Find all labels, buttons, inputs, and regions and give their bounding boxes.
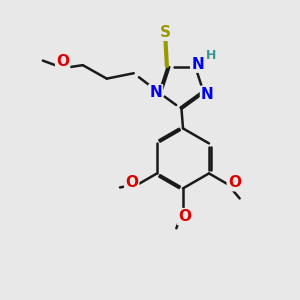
Text: H: H <box>206 49 216 62</box>
Text: O: O <box>125 175 138 190</box>
Text: N: N <box>149 85 162 100</box>
Text: N: N <box>191 57 204 72</box>
Text: N: N <box>201 87 214 102</box>
Text: O: O <box>228 175 241 190</box>
Text: O: O <box>178 209 191 224</box>
Text: O: O <box>56 54 69 69</box>
Text: S: S <box>160 25 171 40</box>
